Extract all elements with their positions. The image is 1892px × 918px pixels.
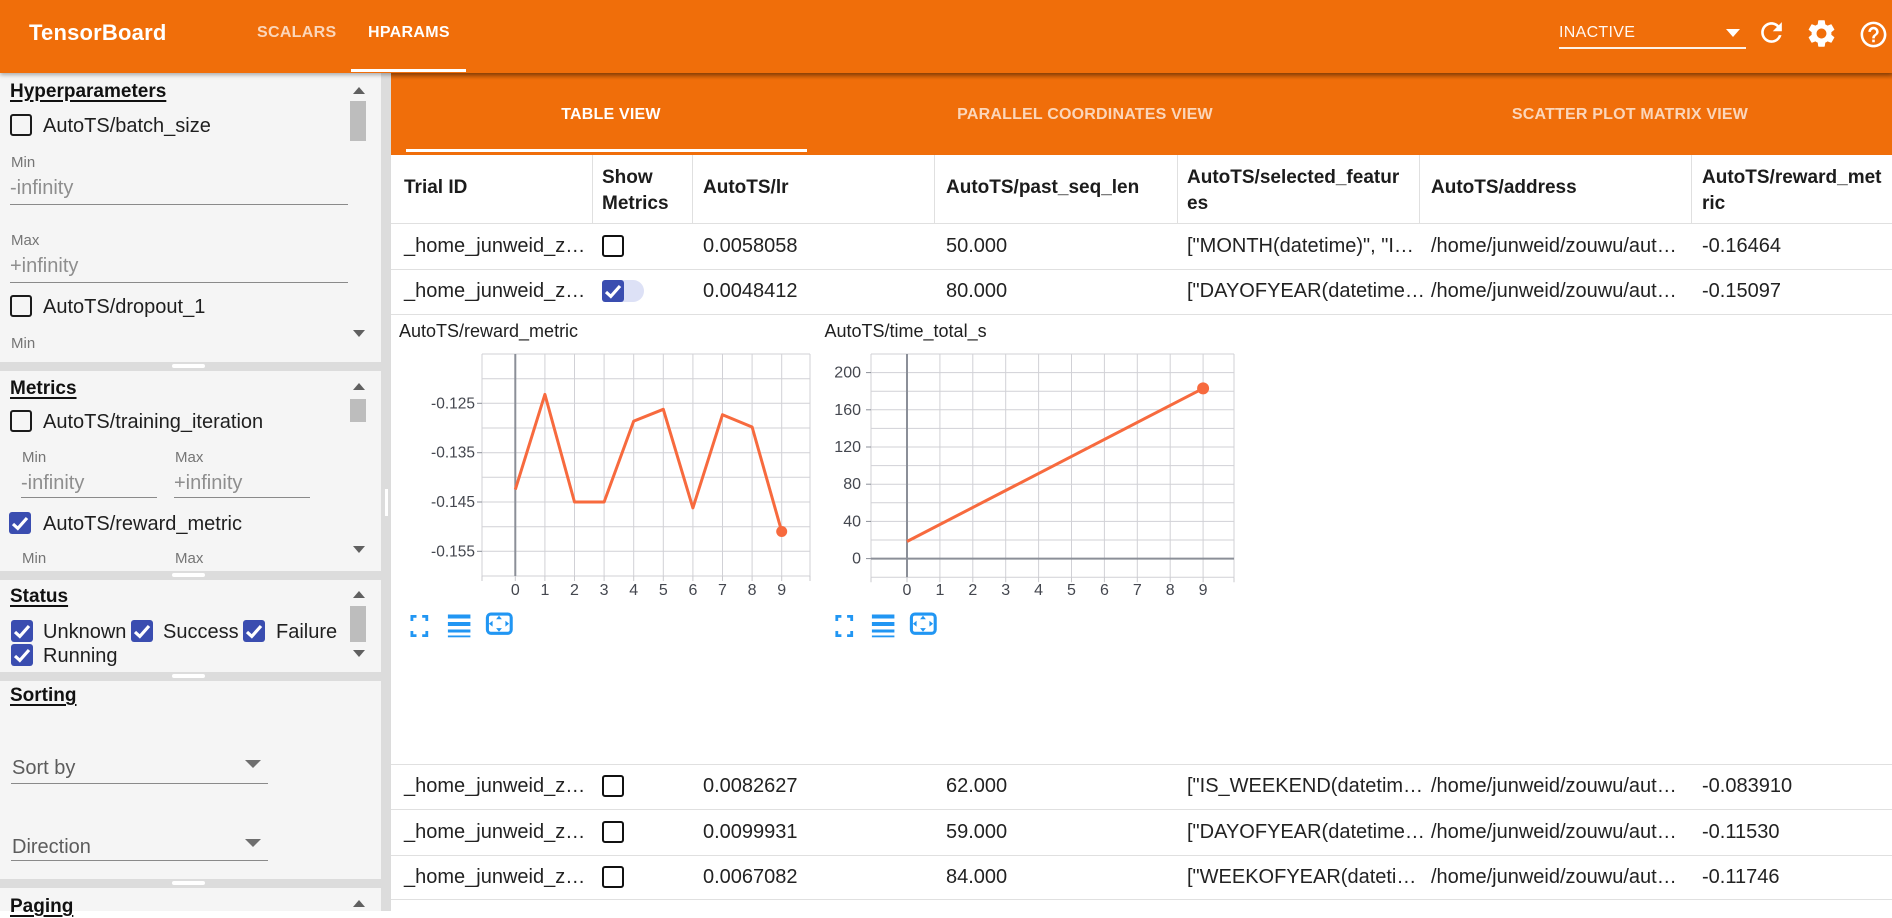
svg-text:5: 5 — [659, 582, 668, 599]
svg-text:80: 80 — [843, 476, 861, 493]
svg-text:9: 9 — [777, 582, 786, 599]
svg-text:-0.125: -0.125 — [431, 395, 475, 412]
svg-text:4: 4 — [629, 582, 638, 599]
svg-text:0: 0 — [903, 582, 912, 599]
svg-text:8: 8 — [1166, 582, 1175, 599]
svg-text:4: 4 — [1034, 582, 1043, 599]
svg-text:6: 6 — [1100, 582, 1109, 599]
svg-text:1: 1 — [540, 582, 549, 599]
svg-text:2: 2 — [570, 582, 579, 599]
svg-text:8: 8 — [748, 582, 757, 599]
svg-text:2: 2 — [968, 582, 977, 599]
svg-text:-0.155: -0.155 — [431, 543, 475, 560]
svg-text:AutoTS/reward_metric: AutoTS/reward_metric — [399, 321, 578, 342]
svg-text:-0.135: -0.135 — [431, 445, 475, 462]
svg-text:-0.145: -0.145 — [431, 494, 475, 511]
svg-text:3: 3 — [600, 582, 609, 599]
svg-text:120: 120 — [834, 439, 861, 456]
svg-text:9: 9 — [1199, 582, 1208, 599]
svg-text:0: 0 — [511, 582, 520, 599]
svg-text:7: 7 — [718, 582, 727, 599]
svg-text:6: 6 — [688, 582, 697, 599]
svg-text:3: 3 — [1001, 582, 1010, 599]
svg-text:40: 40 — [843, 513, 861, 530]
svg-text:5: 5 — [1067, 582, 1076, 599]
svg-text:0: 0 — [852, 551, 861, 568]
svg-text:160: 160 — [834, 402, 861, 419]
svg-text:200: 200 — [834, 365, 861, 382]
svg-text:AutoTS/time_total_s: AutoTS/time_total_s — [825, 321, 987, 342]
svg-text:1: 1 — [935, 582, 944, 599]
svg-text:7: 7 — [1133, 582, 1142, 599]
